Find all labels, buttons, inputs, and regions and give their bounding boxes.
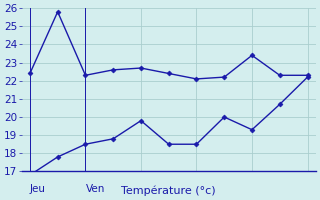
X-axis label: Température (°c): Température (°c) (121, 185, 216, 196)
Text: Jeu: Jeu (30, 184, 46, 194)
Text: Ven: Ven (85, 184, 105, 194)
